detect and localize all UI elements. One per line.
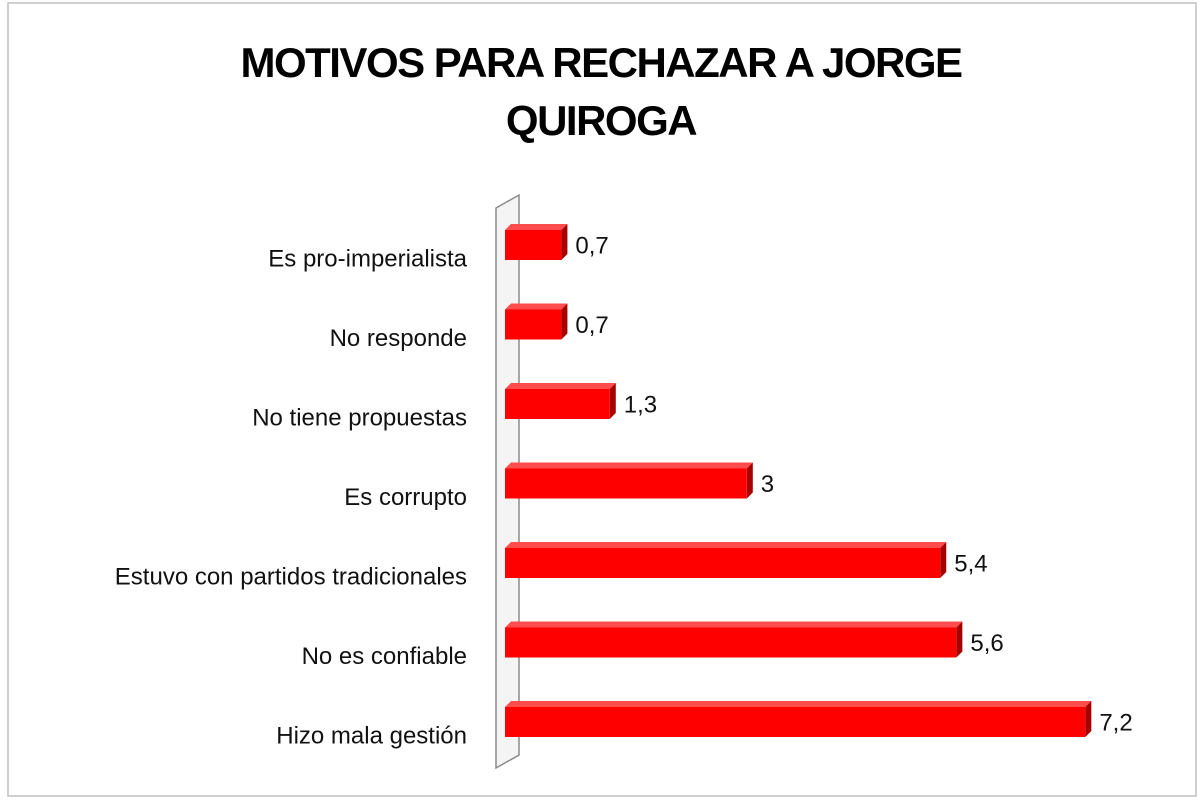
bar-top <box>505 462 753 469</box>
category-label: No es confiable <box>302 643 467 670</box>
category-label: Es pro-imperialista <box>268 245 467 272</box>
bar-top <box>505 224 568 230</box>
category-label: Es corrupto <box>344 484 467 511</box>
bar-top <box>505 542 947 548</box>
category-label: Hizo mala gestión <box>276 722 467 749</box>
bar-side <box>940 542 947 578</box>
value-label: 5,4 <box>954 550 987 577</box>
value-label: 0,7 <box>575 312 608 339</box>
value-label: 7,2 <box>1099 709 1132 736</box>
bar <box>505 389 610 419</box>
bar <box>505 230 562 260</box>
bar-side <box>561 303 568 340</box>
bar-side <box>746 462 753 499</box>
value-label: 0,7 <box>575 232 608 259</box>
bar-side <box>956 621 963 658</box>
category-label: Estuvo con partidos tradicionales <box>115 563 467 590</box>
chart-title: MOTIVOS PARA RECHAZAR A JORGE QUIROGA <box>240 39 963 144</box>
bar-top <box>505 303 568 310</box>
bar-side <box>1085 701 1092 737</box>
bar-side <box>561 224 568 260</box>
bar <box>505 309 562 340</box>
bar <box>505 627 957 658</box>
value-label: 3 <box>761 471 774 498</box>
bar-top <box>505 383 616 389</box>
category-label: No tiene propuestas <box>252 404 467 431</box>
category-label: No responde <box>330 325 467 352</box>
bar <box>505 548 941 578</box>
bar-side <box>609 383 616 419</box>
chart-border <box>7 2 1197 797</box>
value-label: 1,3 <box>624 391 657 418</box>
bar <box>505 707 1086 737</box>
bar <box>505 468 747 499</box>
bar-top <box>505 621 963 628</box>
bar-top <box>505 701 1092 707</box>
value-label: 5,6 <box>970 630 1003 657</box>
